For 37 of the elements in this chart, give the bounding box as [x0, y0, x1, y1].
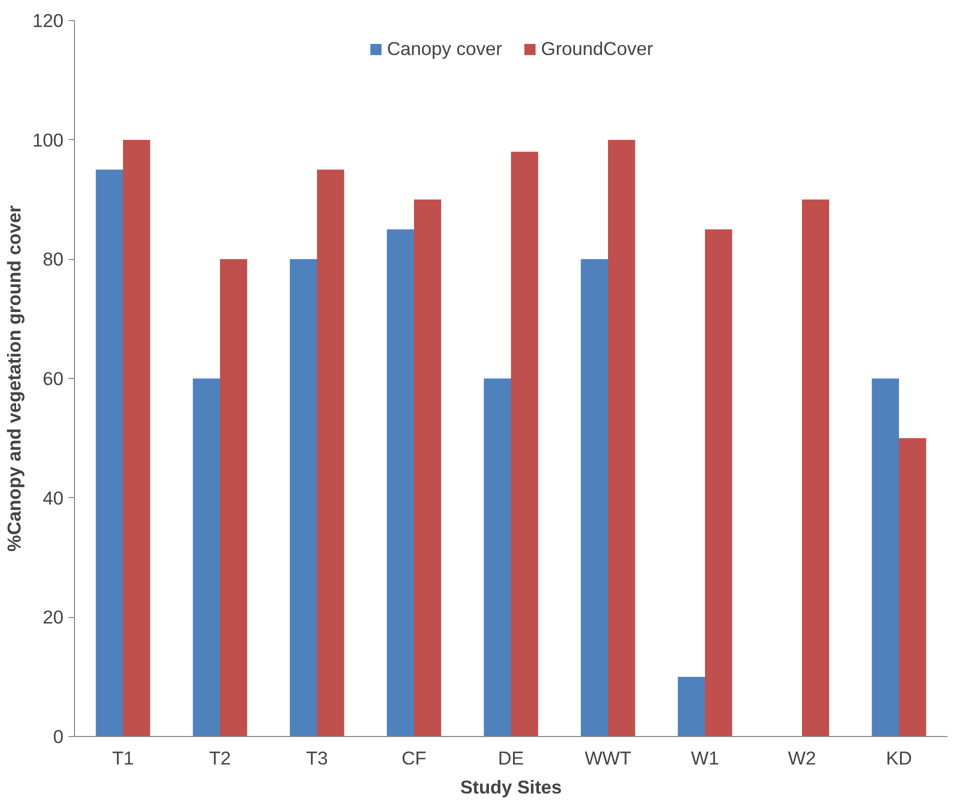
- x-tick-label: CF: [402, 748, 426, 768]
- y-tick-label: 20: [42, 606, 64, 628]
- x-tick-label: W2: [788, 748, 816, 768]
- bar: [290, 259, 317, 736]
- x-tick-label: WWT: [584, 748, 632, 768]
- x-tick-label: KD: [886, 748, 912, 768]
- x-tick-label: DE: [498, 748, 524, 768]
- y-tick-label: 0: [53, 726, 64, 747]
- x-tick-label: T2: [209, 748, 231, 768]
- bar: [192, 378, 220, 736]
- bar: [802, 200, 830, 736]
- bar: [872, 378, 899, 736]
- bar: [220, 259, 248, 736]
- y-tick-label: 80: [42, 248, 64, 270]
- bar: [511, 152, 538, 736]
- y-tick-label: 40: [42, 487, 64, 508]
- x-tick-label: W1: [691, 748, 719, 768]
- bar: [123, 140, 150, 736]
- bar: [608, 140, 636, 736]
- bar: [899, 438, 926, 736]
- legend-label: GroundCover: [541, 38, 654, 60]
- x-tick-label: T1: [112, 748, 134, 768]
- bar: [386, 229, 414, 736]
- bar: [317, 170, 344, 736]
- bar: [678, 676, 705, 736]
- bar: [580, 259, 608, 736]
- legend-label: Canopy cover: [386, 38, 502, 60]
- x-tick-label: T3: [306, 748, 328, 768]
- bar: [414, 200, 442, 736]
- bar: [96, 170, 123, 736]
- y-tick-label: 120: [32, 10, 64, 31]
- y-axis-title: %Canopy and vegetation ground cover: [3, 205, 24, 552]
- y-tick-label: 60: [42, 368, 64, 389]
- bar: [705, 229, 732, 736]
- y-tick-label: 100: [32, 129, 64, 150]
- bar: [484, 378, 511, 736]
- x-axis-title: Study Sites: [460, 776, 562, 798]
